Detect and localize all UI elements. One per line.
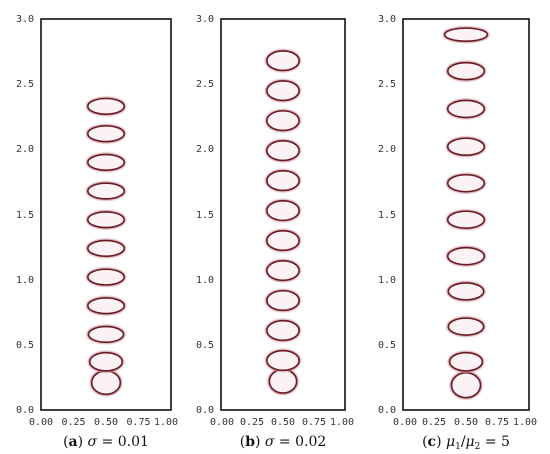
bubble-interface xyxy=(266,319,300,342)
panel-a-bubbles xyxy=(86,96,126,397)
panel-b: 0.0 0.5 1.0 1.5 2.0 2.5 3.0 0.00 0.25 0.… xyxy=(196,14,354,450)
panel-b-xtick: 1.00 xyxy=(330,417,354,428)
panel-c-xtick: 1.00 xyxy=(513,417,537,428)
panel-c-xtick: 0.50 xyxy=(454,417,478,428)
panel-c-caption: (c) μ1/μ2 = 5 xyxy=(422,434,510,452)
panel-c-ytick: 1.5 xyxy=(378,210,396,221)
panel-b-xtick: 0.25 xyxy=(240,417,264,428)
bubble-interface xyxy=(446,99,486,119)
panel-c-xtick: 0.75 xyxy=(485,417,509,428)
panel-b-xticks: 0.00 0.25 0.50 0.75 1.00 xyxy=(210,417,354,428)
panel-a-ytick: 1.5 xyxy=(16,210,34,221)
panel-b-ytick: 3.0 xyxy=(196,14,214,25)
bubble-interface xyxy=(87,97,126,115)
panel-b-bubbles xyxy=(265,49,301,395)
panel-c-yticks: 0.0 0.5 1.0 1.5 2.0 2.5 3.0 xyxy=(378,14,396,416)
bubble-interface xyxy=(443,27,489,42)
panel-c-xtick: 0.25 xyxy=(422,417,446,428)
bubble-interface xyxy=(450,372,482,399)
bubble-interface xyxy=(266,50,300,72)
panel-b-xtick: 0.50 xyxy=(271,417,295,428)
bubble-interface xyxy=(266,200,300,222)
bubble-interface xyxy=(266,140,300,162)
bubble-interface xyxy=(446,173,486,193)
panel-c-ytick: 2.0 xyxy=(378,144,396,155)
bubble-interface xyxy=(447,317,485,336)
panel-a-ytick: 1.0 xyxy=(16,275,34,286)
bubble-interface xyxy=(266,170,300,192)
panel-b-xtick: 0.75 xyxy=(302,417,326,428)
bubble-interface xyxy=(446,137,486,156)
bubble-interface xyxy=(446,246,486,266)
bubble-interface xyxy=(266,110,300,132)
panel-c-ytick: 0.5 xyxy=(378,340,396,351)
panel-a-xticks: 0.00 0.25 0.50 0.75 1.00 xyxy=(29,417,178,428)
panel-c-xticks: 0.00 0.25 0.50 0.75 1.00 xyxy=(393,417,537,428)
bubble-interface xyxy=(87,182,126,200)
panel-b-ytick: 2.5 xyxy=(196,79,214,90)
panel-c-ytick: 0.0 xyxy=(378,405,396,416)
panel-b-ytick: 0.0 xyxy=(196,405,214,416)
panel-a: 0.0 0.5 1.0 1.5 2.0 2.5 3.0 0.00 0.25 0.… xyxy=(16,14,178,450)
bubble-interface xyxy=(266,80,300,102)
panel-c-xtick: 0.00 xyxy=(393,417,417,428)
panel-a-xtick: 0.50 xyxy=(94,417,118,428)
panel-b-ytick: 2.0 xyxy=(196,144,214,155)
bubble-interface xyxy=(87,153,126,171)
bubble-interface xyxy=(87,325,125,344)
bubble-interface xyxy=(446,210,486,229)
panel-a-ytick: 2.5 xyxy=(16,79,34,90)
bubble-interface xyxy=(266,349,300,372)
bubble-interface xyxy=(268,368,298,394)
bubble-interface xyxy=(87,297,126,315)
bubble-interface xyxy=(87,239,126,258)
panel-a-xtick: 1.00 xyxy=(154,417,178,428)
bubble-interface xyxy=(446,61,486,81)
panel-a-caption: (a) σ = 0.01 xyxy=(63,434,149,450)
bubble-interface xyxy=(266,259,300,282)
panel-c-ytick: 1.0 xyxy=(378,275,396,286)
panel-a-ytick: 0.5 xyxy=(16,340,34,351)
panel-c-bubbles xyxy=(442,26,490,400)
panel-a-xtick: 0.75 xyxy=(126,417,150,428)
panel-c: 0.0 0.5 1.0 1.5 2.0 2.5 3.0 0.00 0.25 0.… xyxy=(378,14,537,452)
bubble-interface xyxy=(87,211,126,229)
panel-b-ytick: 1.5 xyxy=(196,210,214,221)
panel-b-yticks: 0.0 0.5 1.0 1.5 2.0 2.5 3.0 xyxy=(196,14,214,416)
bubble-interface xyxy=(88,351,124,372)
panel-b-caption: (b) σ = 0.02 xyxy=(240,434,327,450)
panel-c-ytick: 3.0 xyxy=(378,14,396,25)
bubble-interface xyxy=(447,282,485,301)
panel-a-xtick: 0.00 xyxy=(29,417,53,428)
panel-a-xtick: 0.25 xyxy=(61,417,85,428)
panel-a-ytick: 2.0 xyxy=(16,144,34,155)
panel-a-ytick: 0.0 xyxy=(16,405,34,416)
bubble-interface xyxy=(266,229,300,252)
panel-a-yticks: 0.0 0.5 1.0 1.5 2.0 2.5 3.0 xyxy=(16,14,34,416)
panel-b-ytick: 0.5 xyxy=(196,340,214,351)
panel-b-ytick: 1.0 xyxy=(196,275,214,286)
bubble-interface xyxy=(448,351,484,372)
bubble-interface xyxy=(87,268,126,286)
panel-a-ytick: 3.0 xyxy=(16,14,34,25)
panel-c-ytick: 2.5 xyxy=(378,79,396,90)
bubble-interface xyxy=(87,125,126,143)
bubble-interface xyxy=(266,289,300,312)
panel-b-xtick: 0.00 xyxy=(210,417,234,428)
bubble-interface xyxy=(90,370,122,396)
